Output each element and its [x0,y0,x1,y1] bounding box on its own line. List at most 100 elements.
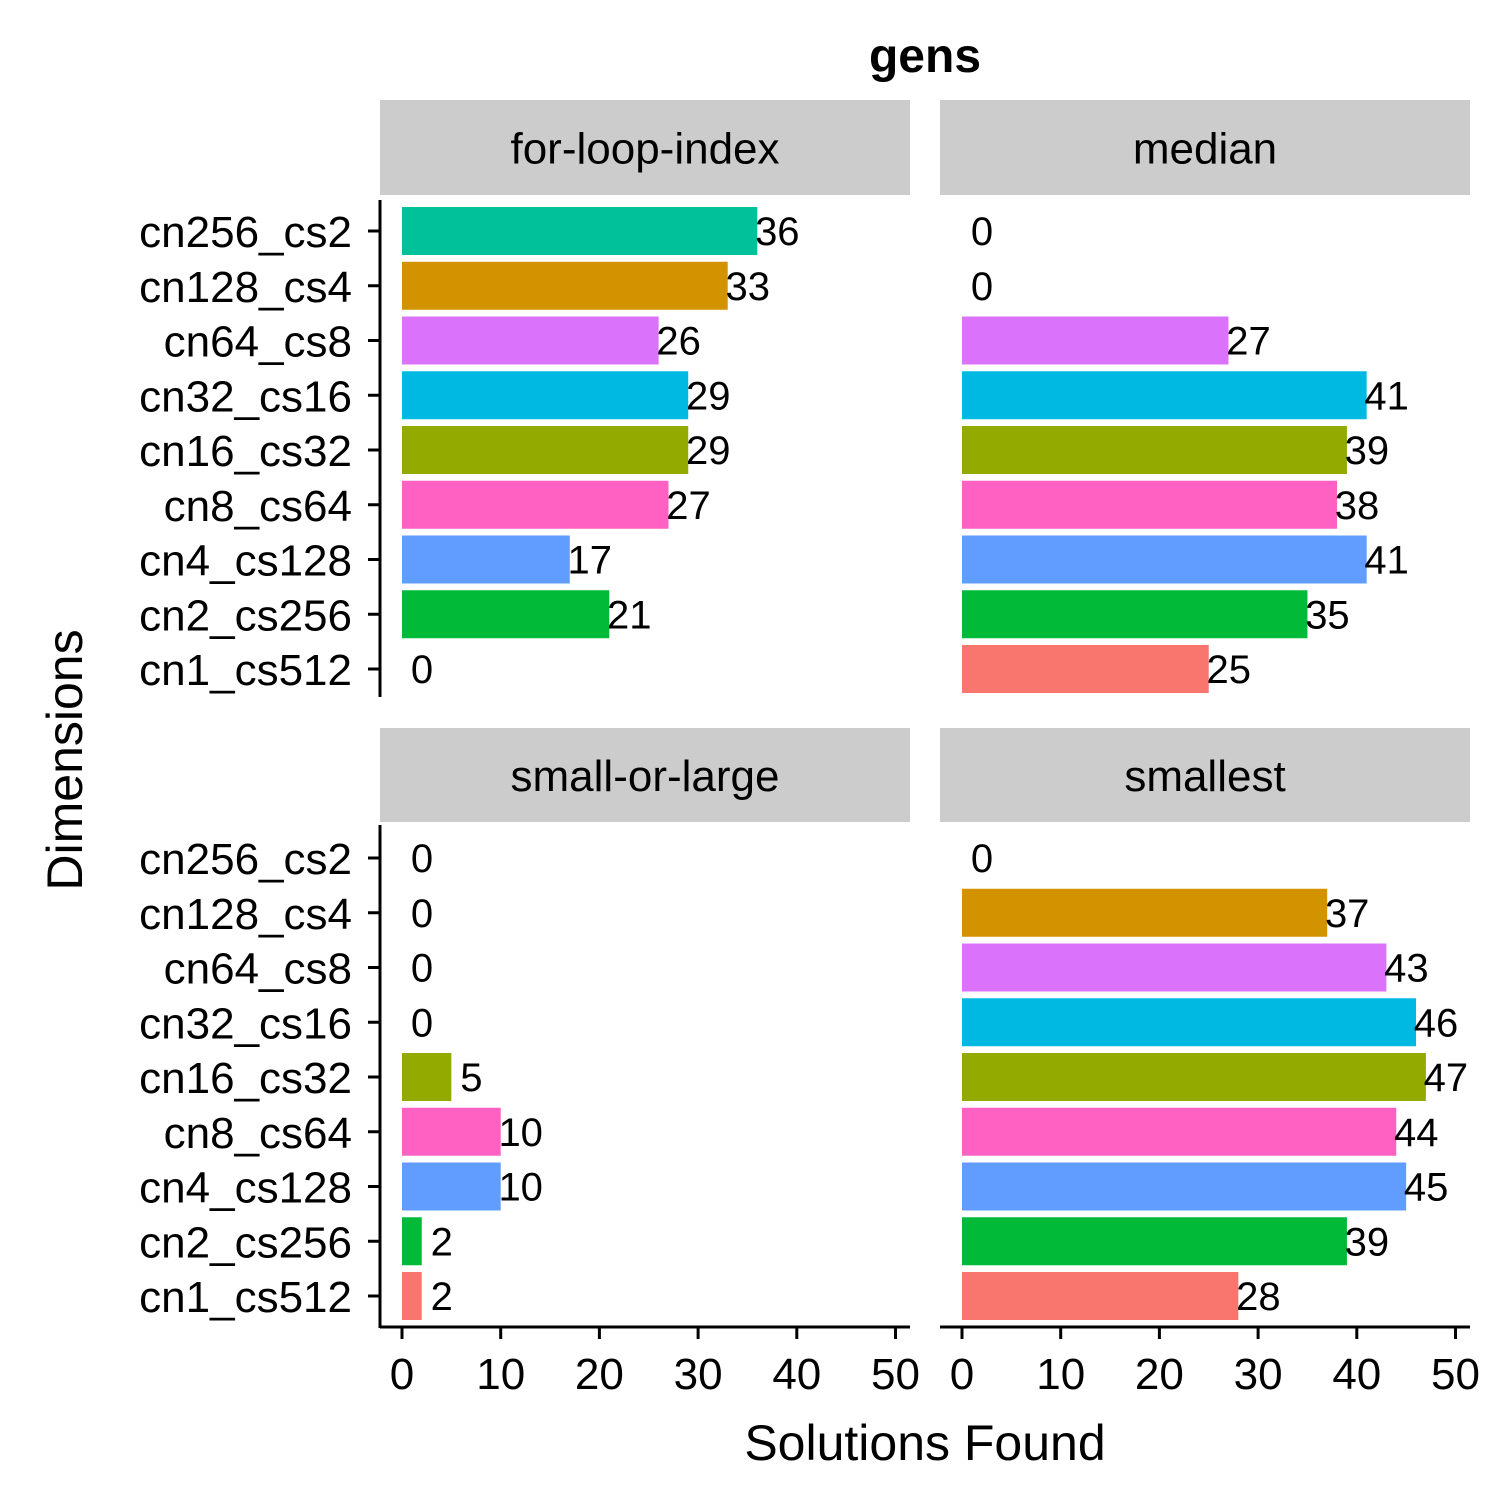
x-tick-label-50: 50 [1431,1350,1480,1399]
bar-cn2_cs256 [962,1217,1347,1266]
data-label-cn4_cs128: 17 [568,539,613,583]
bar-cn1_cs512 [402,1272,422,1320]
data-label-cn64_cs8: 43 [1384,947,1429,991]
x-tick-label-10: 10 [1036,1350,1085,1399]
data-label-cn4_cs128: 41 [1364,539,1409,583]
facet-strip-label: small-or-large [511,752,780,801]
y-tick-label-cn1_cs512: cn1_cs512 [139,1273,352,1322]
x-axis-title: Solutions Found [744,1415,1105,1471]
x-tick-label-30: 30 [674,1350,723,1399]
x-tick-label-0: 0 [390,1350,414,1399]
data-label-cn2_cs256: 35 [1305,593,1350,637]
y-tick-label-cn256_cs2: cn256_cs2 [139,208,352,257]
facet-strip [940,728,1470,822]
y-tick-label-cn32_cs16: cn32_cs16 [139,999,352,1048]
bar-cn4_cs128 [962,1162,1407,1211]
y-tick-label-cn8_cs64: cn8_cs64 [164,482,352,531]
data-label-cn8_cs64: 10 [498,1111,543,1155]
y-tick-label-cn256_cs2: cn256_cs2 [139,835,352,884]
bar-cn8_cs64 [402,480,669,529]
y-tick-label-cn1_cs512: cn1_cs512 [139,646,352,695]
data-label-cn4_cs128: 45 [1404,1166,1449,1210]
data-label-cn64_cs8: 26 [656,320,701,364]
y-tick-label-cn8_cs64: cn8_cs64 [164,1109,352,1158]
x-tick-label-40: 40 [1332,1350,1381,1399]
bar-cn16_cs32 [402,1053,452,1101]
bar-cn64_cs8 [962,316,1229,365]
y-tick-label-cn128_cs4: cn128_cs4 [139,890,352,939]
bar-cn1_cs512 [962,1272,1239,1320]
facet-strip-label: smallest [1124,752,1285,801]
data-label-cn2_cs256: 21 [607,593,652,637]
data-label-cn128_cs4: 33 [725,265,770,309]
data-label-cn256_cs2: 0 [971,210,993,254]
bar-cn4_cs128 [402,535,570,584]
data-label-cn2_cs256: 39 [1345,1220,1390,1264]
chart-title: gens [869,30,981,83]
facet-panel-small-or-large: small-or-large 0 0 0 0 5 10 10 2 2 cn256_cs2 cn128_… [139,728,920,1399]
y-tick-label-cn32_cs16: cn32_cs16 [139,372,352,421]
data-label-cn1_cs512: 0 [411,648,433,692]
data-label-cn8_cs64: 27 [666,484,711,528]
bar-cn8_cs64 [962,480,1338,529]
bar-cn4_cs128 [402,1162,501,1211]
bar-cn128_cs4 [962,888,1328,937]
data-label-cn128_cs4: 0 [971,265,993,309]
data-label-cn32_cs16: 29 [686,374,731,418]
data-label-cn32_cs16: 41 [1364,374,1409,418]
bar-cn32_cs16 [962,998,1417,1047]
data-label-cn16_cs32: 39 [1345,429,1390,473]
bar-cn256_cs2 [402,207,758,255]
x-tick-label-40: 40 [772,1350,821,1399]
bar-cn64_cs8 [402,316,659,365]
data-label-cn16_cs32: 5 [460,1056,482,1100]
facet-panel-median: median 0 0 27 41 39 38 41 35 25 [940,100,1470,693]
y-tick-label-cn16_cs32: cn16_cs32 [139,1054,352,1103]
data-label-cn4_cs128: 10 [498,1166,543,1210]
facet-panel-for-loop-index: for-loop-index 36 33 26 29 29 27 17 21 0 cn256_cs2… [139,100,910,697]
y-tick-label-cn2_cs256: cn2_cs256 [139,1218,352,1267]
x-tick-label-0: 0 [950,1350,974,1399]
bar-cn32_cs16 [402,371,689,420]
y-tick-label-cn4_cs128: cn4_cs128 [139,537,352,586]
x-tick-label-20: 20 [575,1350,624,1399]
y-tick-label-cn128_cs4: cn128_cs4 [139,263,352,312]
bar-cn64_cs8 [962,943,1387,992]
y-tick-label-cn16_cs32: cn16_cs32 [139,427,352,476]
x-tick-label-30: 30 [1234,1350,1283,1399]
y-axis-title: Dimensions [37,629,93,890]
data-label-cn16_cs32: 47 [1424,1056,1469,1100]
data-label-cn8_cs64: 44 [1394,1111,1439,1155]
data-label-cn256_cs2: 36 [755,210,800,254]
facet-strip-label: for-loop-index [510,125,779,174]
facet-panels: for-loop-index36332629292717210cn256_cs2… [139,100,1480,1399]
bar-cn4_cs128 [962,535,1367,584]
facet-panel-smallest: smallest 0 37 43 46 47 44 45 39 28 0 10 20 30 40 50 [940,728,1480,1399]
data-label-cn256_cs2: 0 [411,837,433,881]
x-tick-label-10: 10 [476,1350,525,1399]
bar-cn16_cs32 [962,1053,1426,1101]
bar-cn8_cs64 [402,1107,501,1156]
y-tick-label-cn64_cs8: cn64_cs8 [164,318,352,367]
facet-strip [380,728,910,822]
bar-cn32_cs16 [962,371,1367,420]
data-label-cn2_cs256: 2 [431,1220,453,1264]
bar-cn1_cs512 [962,645,1209,693]
x-tick-label-50: 50 [871,1350,920,1399]
data-label-cn64_cs8: 0 [411,947,433,991]
facet-strip [380,100,910,195]
data-label-cn1_cs512: 28 [1236,1275,1281,1319]
bar-cn128_cs4 [402,261,728,310]
data-label-cn16_cs32: 29 [686,429,731,473]
y-tick-label-cn4_cs128: cn4_cs128 [139,1164,352,1213]
data-label-cn64_cs8: 27 [1226,320,1271,364]
data-label-cn128_cs4: 0 [411,892,433,936]
facet-strip [940,100,1470,195]
data-label-cn1_cs512: 2 [431,1275,453,1319]
bar-cn2_cs256 [962,590,1308,639]
data-label-cn256_cs2: 0 [971,837,993,881]
data-label-cn1_cs512: 25 [1207,648,1252,692]
x-tick-label-20: 20 [1135,1350,1184,1399]
